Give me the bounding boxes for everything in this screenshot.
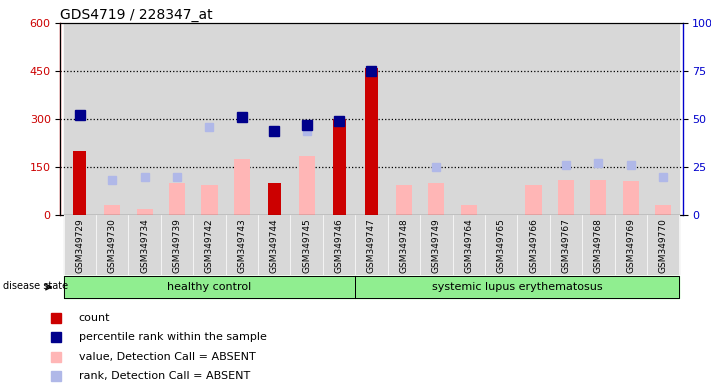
Text: GSM349749: GSM349749 <box>432 218 441 273</box>
Bar <box>582 215 614 275</box>
Bar <box>623 182 638 215</box>
Bar <box>323 23 356 215</box>
Bar <box>582 23 614 215</box>
Text: healthy control: healthy control <box>167 282 252 292</box>
Text: GSM349730: GSM349730 <box>108 218 117 273</box>
Bar <box>333 119 346 215</box>
Text: count: count <box>79 313 110 323</box>
Bar <box>452 23 485 215</box>
Bar <box>461 205 477 215</box>
Text: GSM349739: GSM349739 <box>173 218 181 273</box>
Bar <box>485 23 518 215</box>
Bar <box>558 180 574 215</box>
Bar <box>614 215 647 275</box>
Bar <box>452 215 485 275</box>
Bar <box>129 23 161 215</box>
Bar <box>387 215 420 275</box>
Text: GSM349743: GSM349743 <box>237 218 247 273</box>
Text: rank, Detection Call = ABSENT: rank, Detection Call = ABSENT <box>79 371 250 381</box>
Bar <box>234 159 250 215</box>
Text: GSM349765: GSM349765 <box>496 218 506 273</box>
Bar <box>268 183 281 215</box>
Text: GSM349742: GSM349742 <box>205 218 214 273</box>
Bar <box>420 23 452 215</box>
Bar <box>485 215 518 275</box>
Text: GSM349768: GSM349768 <box>594 218 603 273</box>
Bar <box>137 209 153 215</box>
Text: GSM349729: GSM349729 <box>75 218 85 273</box>
Bar <box>291 215 323 275</box>
Bar <box>590 180 606 215</box>
Text: GSM349747: GSM349747 <box>367 218 376 273</box>
Bar <box>258 215 291 275</box>
Text: GSM349744: GSM349744 <box>269 218 279 273</box>
Bar <box>291 23 323 215</box>
Text: GSM349766: GSM349766 <box>529 218 538 273</box>
Text: GSM349745: GSM349745 <box>302 218 311 273</box>
Text: disease state: disease state <box>3 281 68 291</box>
Bar <box>647 23 679 215</box>
Bar <box>193 215 225 275</box>
Bar <box>225 23 258 215</box>
Bar <box>299 156 315 215</box>
Text: GSM349764: GSM349764 <box>464 218 474 273</box>
Bar <box>225 215 258 275</box>
Bar <box>129 215 161 275</box>
Bar <box>258 23 291 215</box>
Text: GSM349734: GSM349734 <box>140 218 149 273</box>
Text: GSM349748: GSM349748 <box>400 218 408 273</box>
Bar <box>161 23 193 215</box>
Bar <box>105 205 120 215</box>
Bar <box>518 23 550 215</box>
Bar <box>420 215 452 275</box>
Text: GSM349767: GSM349767 <box>562 218 570 273</box>
Bar <box>169 183 185 215</box>
Bar <box>161 215 193 275</box>
Text: GSM349770: GSM349770 <box>658 218 668 273</box>
Text: GDS4719 / 228347_at: GDS4719 / 228347_at <box>60 8 213 22</box>
Text: GSM349746: GSM349746 <box>335 218 343 273</box>
Bar <box>525 185 542 215</box>
Bar <box>356 215 387 275</box>
Bar <box>73 151 86 215</box>
Bar <box>193 23 225 215</box>
Bar <box>428 183 444 215</box>
Bar <box>550 23 582 215</box>
Bar <box>201 185 218 215</box>
Bar <box>96 23 129 215</box>
Text: systemic lupus erythematosus: systemic lupus erythematosus <box>432 282 603 292</box>
Text: GSM349769: GSM349769 <box>626 218 635 273</box>
Bar <box>550 215 582 275</box>
Bar <box>64 215 96 275</box>
Bar <box>356 23 387 215</box>
Bar <box>396 185 412 215</box>
Bar <box>96 215 129 275</box>
Bar <box>614 23 647 215</box>
Bar <box>518 215 550 275</box>
Bar <box>365 68 378 215</box>
Bar <box>655 205 671 215</box>
Text: value, Detection Call = ABSENT: value, Detection Call = ABSENT <box>79 352 255 362</box>
Text: percentile rank within the sample: percentile rank within the sample <box>79 332 267 342</box>
Bar <box>387 23 420 215</box>
Bar <box>64 23 96 215</box>
Bar <box>647 215 679 275</box>
Bar <box>323 215 356 275</box>
